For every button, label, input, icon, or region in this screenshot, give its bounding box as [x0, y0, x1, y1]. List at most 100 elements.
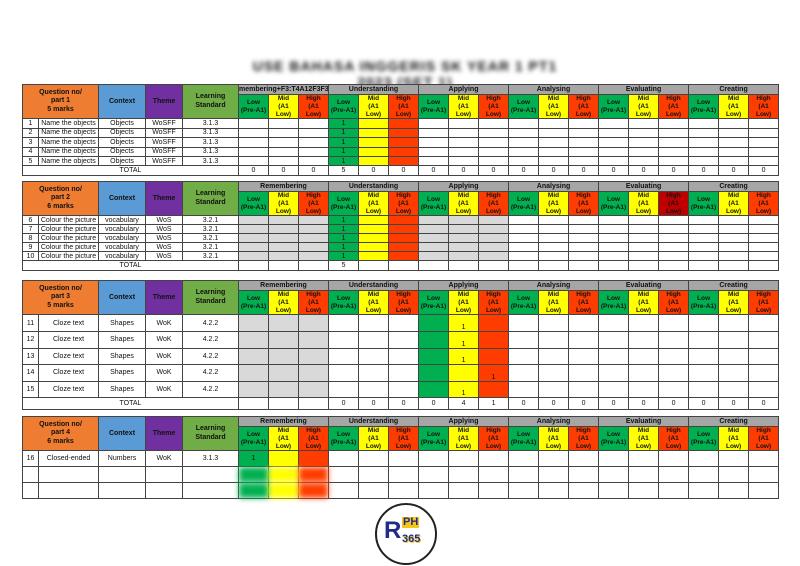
blurred-cell	[268, 482, 299, 500]
mark-cell	[297, 330, 330, 349]
mark-cell	[388, 364, 420, 382]
level-header: Mid (A1 Low)	[538, 289, 570, 316]
mark-cell	[358, 155, 389, 167]
total-row: TOTAL 5	[22, 260, 780, 271]
mark-cell	[418, 118, 449, 129]
standard-cell: 4.2.2	[182, 314, 239, 332]
mark-cell	[328, 330, 360, 349]
total-cell: 0	[358, 165, 389, 176]
level-header: High (A1 Low)	[568, 425, 600, 452]
blurred-cell	[238, 466, 269, 484]
level-header: Mid (A1 Low)	[538, 190, 570, 217]
mark-cell	[568, 127, 600, 139]
mark-cell	[358, 215, 390, 226]
total-cell: 0	[658, 165, 690, 176]
level-header: High (A1 Low)	[478, 289, 510, 316]
mark-cell: 1	[448, 347, 480, 366]
mark-cell	[508, 364, 540, 382]
total-cell	[358, 260, 390, 271]
level-row: Low (Pre-A1) Mid (A1 Low) High (A1 Low) Low…	[23, 425, 780, 452]
level-header: Mid (A1 Low)	[538, 93, 570, 120]
theme-cell: WoK	[145, 364, 183, 382]
mark-cell: 1	[478, 364, 510, 382]
level-header: High (A1 Low)	[388, 190, 420, 217]
mark-cell	[538, 364, 570, 382]
theme-cell: WoS	[145, 224, 183, 235]
level-header: Mid (A1 Low)	[448, 190, 480, 217]
level-header: High (A1 Low)	[748, 425, 780, 452]
mark-cell: 1	[448, 330, 480, 349]
category-header: Analysing	[508, 84, 600, 95]
standard-cell: 3.1.3	[182, 118, 239, 129]
mark-cell	[358, 251, 390, 262]
category-header: Evaluating	[598, 181, 690, 192]
mark-cell	[358, 146, 389, 157]
context-cell: Objects	[98, 127, 146, 139]
level-header: Mid (A1 Low)	[268, 425, 299, 452]
standard-cell: 3.1.3	[182, 146, 239, 157]
mark-cell	[538, 380, 570, 399]
question-header: Question no/ part 4 6 marks	[22, 415, 99, 452]
level-header: High (A1 Low)	[658, 425, 690, 452]
mark-cell	[688, 137, 720, 148]
mark-cell	[718, 364, 750, 382]
category-header: Analysing	[508, 181, 600, 192]
question-text: Cloze text	[38, 364, 99, 382]
mark-cell	[688, 450, 720, 468]
standard-cell: 4.2.2	[182, 380, 239, 399]
standard-cell: 3.2.1	[182, 215, 239, 226]
mark-cell	[358, 233, 390, 244]
standard-cell: 3.1.3	[182, 127, 239, 139]
mark-cell	[748, 450, 780, 468]
level-header: Low (Pre-A1)	[598, 289, 630, 316]
mark-cell	[238, 347, 269, 366]
level-header: Mid (A1 Low)	[448, 289, 480, 316]
level-header: Low (Pre-A1)	[688, 289, 720, 316]
mark-cell	[508, 155, 540, 167]
context-header: Context	[98, 83, 146, 120]
total-cell: 0	[688, 397, 720, 411]
mark-cell	[718, 242, 750, 253]
mark-cell	[388, 215, 420, 226]
category-header: Creating	[688, 280, 780, 291]
standard-cell: 3.2.1	[182, 251, 239, 262]
mark-cell	[418, 127, 449, 139]
total-cell: 0	[628, 397, 660, 411]
mark-cell	[448, 364, 480, 382]
mark-cell	[238, 380, 269, 399]
blurred-cell	[145, 482, 183, 500]
mark-cell	[297, 215, 330, 226]
level-header: Low (Pre-A1)	[508, 425, 540, 452]
mark-cell	[448, 155, 479, 167]
mark-cell	[238, 233, 269, 244]
theme-cell: WoK	[145, 380, 183, 399]
question-number: 16	[22, 450, 39, 468]
mark-cell	[688, 146, 720, 157]
mark-cell	[688, 224, 720, 235]
mark-cell	[748, 137, 780, 148]
total-cell	[238, 260, 269, 271]
mark-cell	[628, 450, 660, 468]
question-number: 15	[22, 380, 39, 399]
standard-cell: 3.2.1	[182, 224, 239, 235]
mark-cell	[628, 215, 660, 226]
mark-cell	[508, 137, 540, 148]
table-row: 4 Name the objects Objects WoSFF 3.1.3 1	[22, 146, 780, 157]
category-header: Creating	[688, 181, 780, 192]
mark-cell	[418, 347, 450, 366]
mark-cell	[658, 380, 690, 399]
mark-cell	[568, 347, 600, 366]
mark-cell	[658, 450, 690, 468]
level-header: Low (Pre-A1)	[328, 190, 360, 217]
mark-cell	[478, 215, 510, 226]
table-row: 1 Name the objects Objects WoSFF 3.1.3 1	[22, 118, 780, 129]
mark-cell	[628, 364, 660, 382]
mark-cell	[238, 146, 269, 157]
level-header: Low (Pre-A1)	[328, 289, 360, 316]
total-cell: 0	[718, 165, 750, 176]
level-header: High (A1 Low)	[748, 93, 780, 120]
mark-cell	[658, 330, 690, 349]
mark-cell	[238, 251, 269, 262]
mark-cell	[358, 127, 389, 139]
header-row: Question no/ part 4 6 marks Context Theme L…	[22, 415, 780, 452]
